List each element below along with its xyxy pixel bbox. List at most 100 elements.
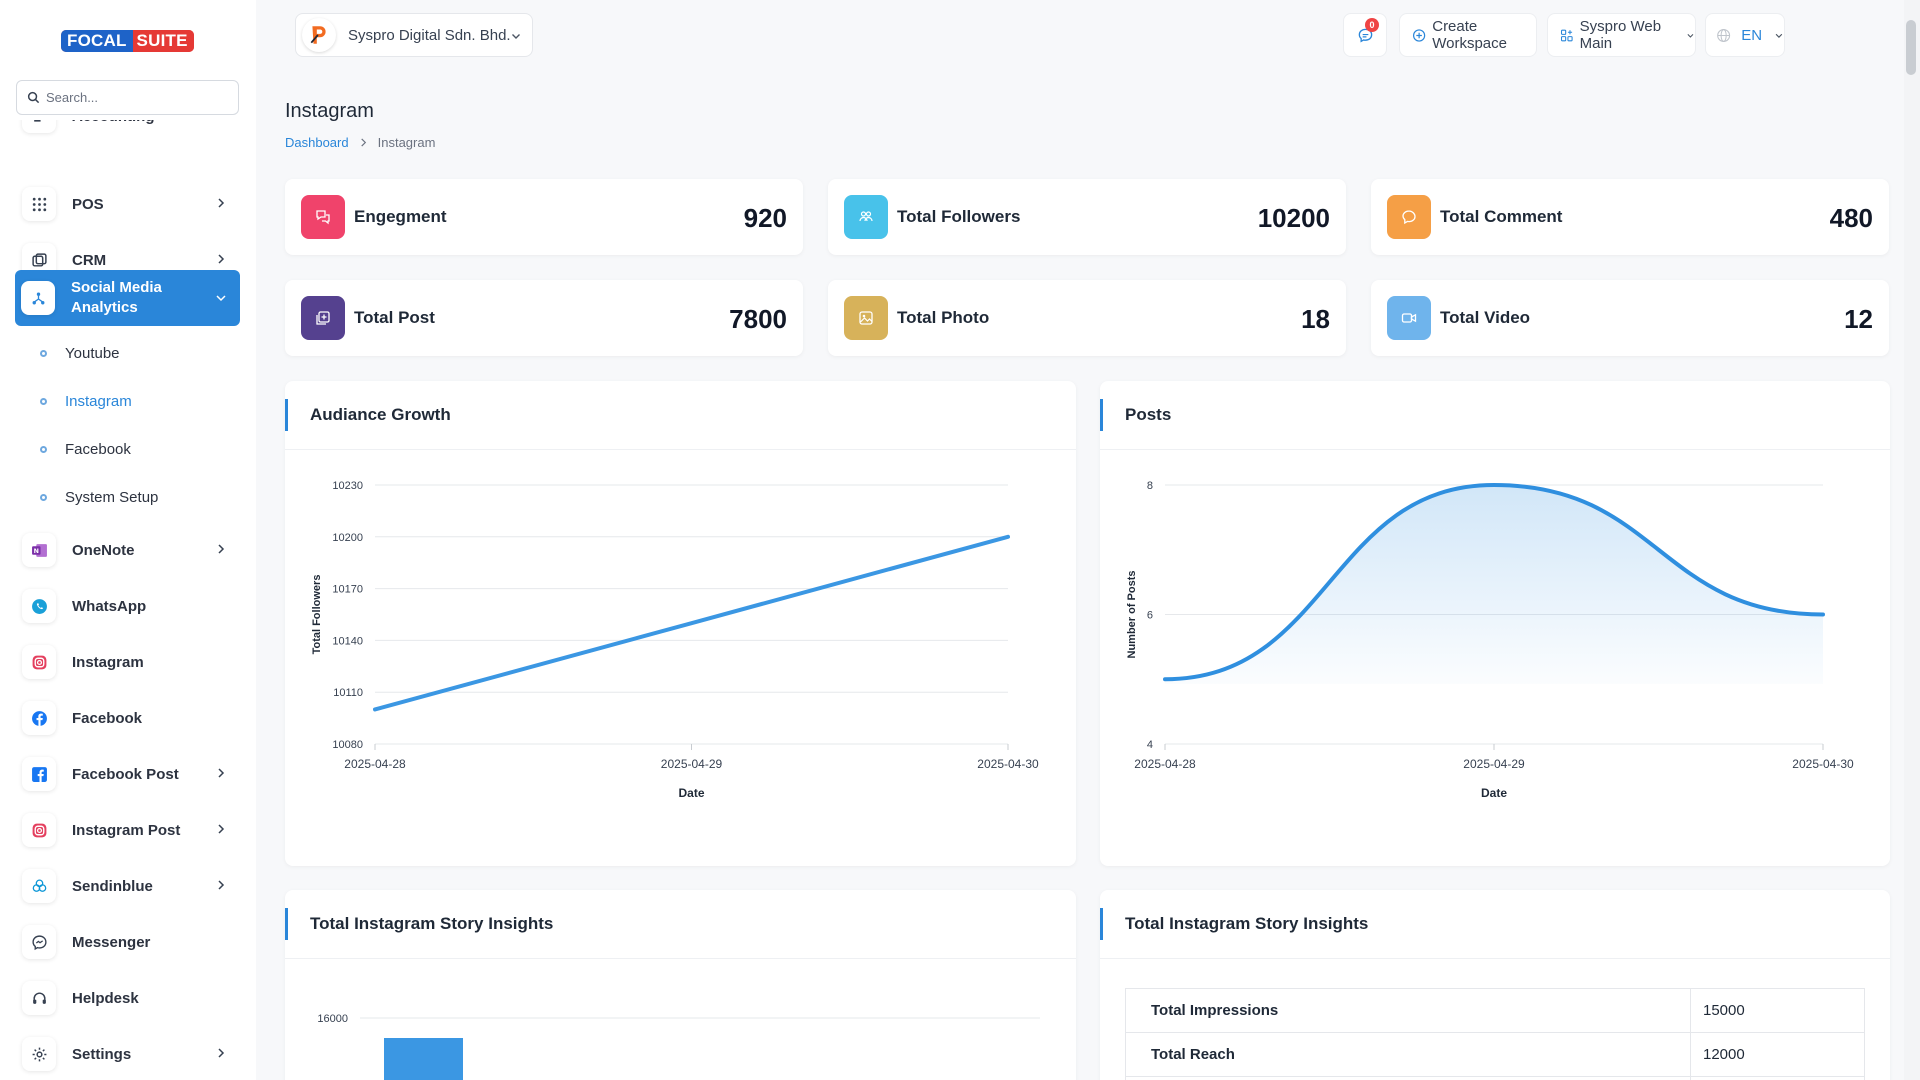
chat-bubbles-icon [301, 195, 345, 239]
y-tick-label: 10110 [333, 687, 363, 699]
stat-card-total-photo: Total Photo 18 [828, 280, 1346, 356]
sidebar-item-sendinblue[interactable]: Sendinblue [16, 864, 240, 908]
notifications-button[interactable]: 0 [1343, 13, 1387, 57]
stat-label: Engegment [354, 207, 447, 226]
y-tick-label: 16000 [317, 1013, 348, 1025]
workspace-icon [1560, 29, 1573, 41]
search-input[interactable] [46, 90, 226, 105]
stat-value: 920 [743, 203, 787, 233]
story-insights-table-panel: Total Instagram Story Insights Total Imp… [1100, 890, 1890, 1080]
video-icon [1387, 296, 1431, 340]
panel-title: Total Instagram Story Insights [1125, 914, 1369, 933]
table-cell-key: Total Reach [1125, 1032, 1691, 1077]
sidebar-item-label: Facebook Post [72, 765, 179, 783]
sidebar: FOCAL SUITE Accounting POS CRM Social Me… [0, 0, 256, 1080]
gear-icon [22, 1037, 56, 1071]
facebook-icon [22, 701, 56, 735]
panel-header: Total Instagram Story Insights [285, 890, 1076, 959]
stat-card-total-comment: Total Comment 480 [1371, 179, 1889, 255]
x-tick-label: 2025-04-28 [1134, 757, 1196, 771]
breadcrumb-dashboard-link[interactable]: Dashboard [285, 135, 349, 150]
create-workspace-button[interactable]: Create Workspace [1399, 13, 1537, 57]
sidebar-item-pos[interactable]: POS [16, 182, 240, 226]
breadcrumb: Dashboard Instagram [285, 135, 435, 150]
story-insights-chart-panel: Total Instagram Story Insights 16000 [285, 890, 1076, 1080]
sidebar-item-label: POS [72, 195, 104, 213]
x-axis-label: Date [1481, 786, 1507, 800]
stat-value: 10200 [1257, 203, 1330, 233]
panel-accent-bar [1100, 908, 1103, 940]
y-axis-label: Number of Posts [1126, 570, 1138, 658]
table-row [1125, 1076, 1865, 1080]
table-row: Total Impressions 15000 [1125, 988, 1865, 1033]
chevron-right-icon [218, 544, 225, 554]
table-cell-value [1690, 1076, 1865, 1080]
x-tick-label: 2025-04-30 [1792, 757, 1854, 771]
sidebar-item-label: WhatsApp [72, 597, 147, 615]
x-tick-label: 2025-04-28 [344, 757, 406, 771]
stat-label: Total Photo [897, 308, 990, 327]
submenu-system-setup[interactable]: System Setup [40, 482, 158, 512]
breadcrumb-current: Instagram [377, 135, 436, 150]
stat-card-total-followers: Total Followers 10200 [828, 179, 1346, 255]
story-insights-table: Total Impressions 15000 Total Reach 1200… [1125, 988, 1865, 1080]
sidebar-item-onenote[interactable]: N OneNote [16, 528, 240, 572]
stat-label: Total Followers [897, 207, 1021, 226]
workspace-selector[interactable]: Syspro Web Main [1547, 13, 1696, 57]
submenu-facebook[interactable]: Facebook [40, 434, 131, 464]
sidebar-item-facebook-post[interactable]: Facebook Post [16, 752, 240, 796]
submenu-label: Instagram [65, 392, 132, 410]
panel-accent-bar [285, 399, 288, 431]
onenote-icon: N [22, 533, 56, 567]
stat-card-engagement: Engegment 920 [285, 179, 803, 255]
sidebar-item-social-media-analytics[interactable]: Social Media Analytics [15, 270, 240, 326]
instagram-post-icon [22, 813, 56, 847]
chevron-down-icon [1775, 33, 1783, 38]
audience-growth-panel: Audiance Growth 10080 10110 10140 10170 1020… [285, 381, 1076, 866]
sendinblue-icon [22, 869, 56, 903]
sidebar-item-label: OneNote [72, 541, 135, 559]
bar [384, 1038, 463, 1080]
page-scrollbar[interactable] [1904, 0, 1920, 1080]
x-tick-label: 2025-04-30 [977, 757, 1039, 771]
sidebar-item-label: Settings [72, 1045, 132, 1063]
sidebar-item-instagram[interactable]: Instagram [16, 640, 240, 684]
topbar: Syspro Digital Sdn. Bhd. 0 Create Worksp… [256, 0, 1920, 70]
sidebar-item-label: Instagram [72, 653, 144, 671]
instagram-icon [22, 645, 56, 679]
app-logo[interactable]: FOCAL SUITE [61, 30, 194, 52]
headset-icon [22, 981, 56, 1015]
chevron-right-icon [218, 1048, 225, 1058]
page-scrollbar-thumb[interactable] [1906, 20, 1916, 75]
submenu-youtube[interactable]: Youtube [40, 338, 120, 368]
chevron-right-icon [218, 880, 225, 890]
chevron-right-icon [218, 198, 225, 208]
sidebar-item-whatsapp[interactable]: WhatsApp [16, 584, 240, 628]
series-line [1163, 482, 1825, 682]
stat-label: Total Post [354, 308, 435, 327]
table-cell-value: 12000 [1690, 1032, 1865, 1077]
panel-header: Total Instagram Story Insights [1100, 890, 1890, 959]
submenu-instagram[interactable]: Instagram [40, 386, 132, 416]
language-selector[interactable]: EN [1705, 13, 1785, 57]
sidebar-item-settings[interactable]: Settings [16, 1032, 240, 1076]
stat-value: 480 [1829, 203, 1873, 233]
y-tick-label: 10200 [332, 532, 363, 544]
stat-value: 7800 [729, 304, 787, 334]
sidebar-item-helpdesk[interactable]: Helpdesk [16, 976, 240, 1020]
panel-accent-bar [285, 908, 288, 940]
posts-chart: 4 6 8 2025-04-28 2025-04-29 2025-04-30 Date Num… [1126, 480, 1854, 800]
comment-icon [1387, 195, 1431, 239]
panel-title: Posts [1125, 405, 1172, 424]
sidebar-item-instagram-post[interactable]: Instagram Post [16, 808, 240, 852]
sidebar-item-label: Instagram Post [72, 821, 181, 839]
chevron-down-icon [1687, 33, 1694, 38]
sidebar-search[interactable] [16, 80, 239, 115]
company-selector[interactable]: Syspro Digital Sdn. Bhd. [295, 13, 533, 57]
sidebar-item-messenger[interactable]: Messenger [16, 920, 240, 964]
x-axis-label: Date [678, 786, 704, 800]
story-insights-chart: 16000 [317, 1013, 1040, 1080]
bullet-icon [40, 493, 47, 501]
sidebar-item-facebook[interactable]: Facebook [16, 696, 240, 740]
panel-title: Audiance Growth [310, 405, 451, 424]
